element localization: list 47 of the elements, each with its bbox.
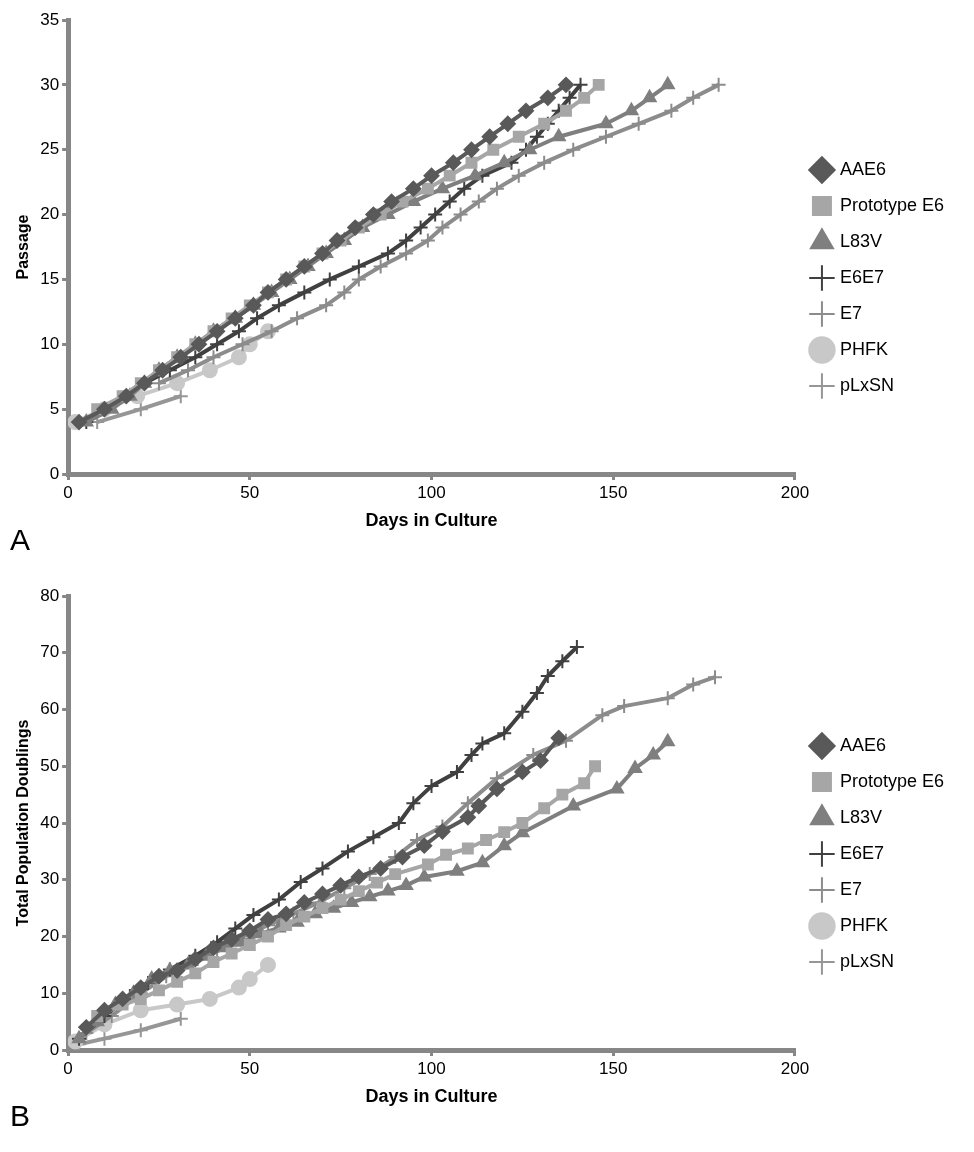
x-tick-label: 100 xyxy=(417,482,446,502)
y-tick-label: 10 xyxy=(40,982,60,1002)
y-tick-label: 60 xyxy=(40,699,60,719)
x-tick-label: 0 xyxy=(63,482,73,502)
y-tick-label: 0 xyxy=(49,1039,60,1059)
y-tick-label: 25 xyxy=(40,139,60,159)
legend-label: AAE6 xyxy=(839,158,886,179)
y-axis-title: Total Population Doublings xyxy=(14,719,32,927)
legend-label: L83V xyxy=(839,806,882,827)
legend-label: PHFK xyxy=(839,914,888,935)
y-tick-label: 0 xyxy=(49,463,60,483)
y-tick-label: 10 xyxy=(40,333,60,353)
x-axis-title: Days in Culture xyxy=(365,1086,498,1107)
x-tick-label: 200 xyxy=(780,1058,810,1078)
legend-label: E7 xyxy=(839,302,862,323)
y-tick-label: 20 xyxy=(40,204,60,224)
x-tick-label: 50 xyxy=(240,1058,260,1078)
legend-label: AAE6 xyxy=(839,734,886,755)
x-tick-label: 50 xyxy=(240,482,260,502)
x-tick-label: 100 xyxy=(417,1058,446,1078)
legend-label: pLxSN xyxy=(839,950,894,971)
legend-label: E7 xyxy=(839,878,862,899)
legend-label: E6E7 xyxy=(839,842,884,863)
y-tick-label: 20 xyxy=(40,926,60,946)
legend-label: PHFK xyxy=(839,338,888,359)
legend-label: E6E7 xyxy=(839,266,884,287)
y-axis-title: Passage xyxy=(14,214,32,280)
y-tick-label: 30 xyxy=(40,869,60,889)
text: B xyxy=(10,1099,31,1132)
x-axis-title: Days in Culture xyxy=(365,510,498,531)
y-tick-label: 80 xyxy=(40,585,60,605)
legend-label: L83V xyxy=(839,230,882,251)
y-tick-label: 30 xyxy=(40,74,60,94)
x-tick-label: 200 xyxy=(780,482,810,502)
x-tick-label: 0 xyxy=(63,1058,73,1078)
y-tick-label: 50 xyxy=(40,755,60,775)
legend-label: pLxSN xyxy=(839,374,894,395)
y-tick-label: 5 xyxy=(49,398,60,418)
x-tick-label: 150 xyxy=(599,482,628,502)
y-tick-label: 40 xyxy=(40,812,60,832)
y-tick-label: 70 xyxy=(40,642,60,662)
legend-label: Prototype E6 xyxy=(839,770,944,791)
text: A xyxy=(10,523,31,556)
legend-label: Prototype E6 xyxy=(839,194,944,215)
y-tick-label: 15 xyxy=(40,269,60,289)
y-tick-label: 35 xyxy=(40,9,60,29)
x-tick-label: 150 xyxy=(599,1058,628,1078)
